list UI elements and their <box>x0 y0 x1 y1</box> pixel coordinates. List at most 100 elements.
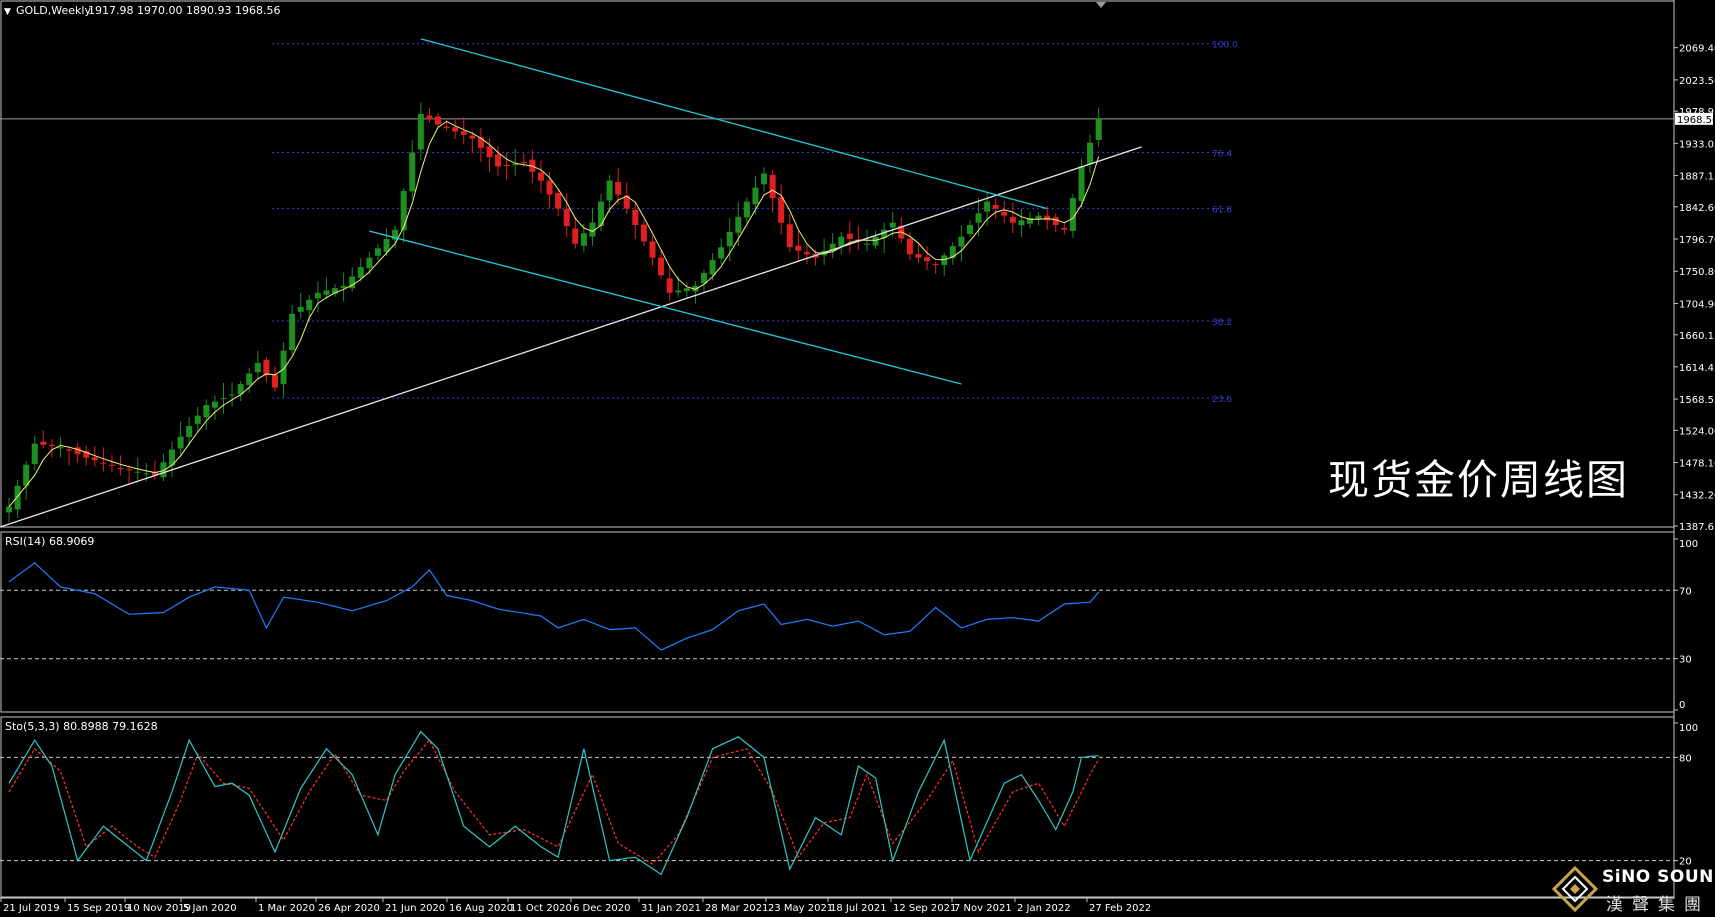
candle-body <box>572 228 579 244</box>
time-tick-label: 12 Sep 2021 <box>893 903 956 914</box>
candle-body <box>6 506 12 513</box>
candle-body <box>134 471 141 473</box>
price-tick-label: 1842.60 <box>1679 203 1715 214</box>
candle-body <box>23 464 30 486</box>
rsi-panel[interactable] <box>0 531 1675 713</box>
stoch-layer <box>0 730 1674 876</box>
candle-body <box>297 306 304 312</box>
candle-body <box>340 285 347 288</box>
candle-body <box>692 285 699 292</box>
rsi-line <box>8 562 1100 651</box>
candle-body <box>1027 217 1034 224</box>
oscillator-tick-label: 30 <box>1679 655 1692 666</box>
candle-body <box>1087 142 1094 165</box>
candle-body <box>83 450 90 458</box>
candle-body <box>838 236 845 247</box>
candle-body <box>108 464 115 466</box>
candle-body <box>803 251 810 255</box>
candle-body <box>186 426 193 438</box>
candle-body <box>786 224 793 248</box>
diamond-logo-icon <box>1552 866 1598 912</box>
moving-average-line <box>8 120 1100 508</box>
candle-body <box>658 257 665 276</box>
candle-body <box>443 126 450 128</box>
candle-body <box>314 292 321 299</box>
candle-body <box>220 398 227 400</box>
candle-body <box>143 473 150 475</box>
time-tick-label: 11 Oct 2020 <box>510 903 572 914</box>
rsi-header: RSI(14) 68.9069 <box>5 535 94 548</box>
candle-body <box>864 243 870 245</box>
channel-upper-line <box>420 38 1048 210</box>
price-tick-label: 1478.10 <box>1679 459 1715 470</box>
oscillator-tick-label: 80 <box>1679 753 1692 764</box>
candle-body <box>332 288 339 294</box>
brand-name-en: SiNO SOUND <box>1602 867 1715 887</box>
candle-body <box>795 245 802 251</box>
candle-body <box>743 201 750 218</box>
fibo-level-label: 61.8 <box>1212 206 1232 216</box>
candle-body <box>718 247 725 259</box>
current-price-tag-label: 1968.56 <box>1677 115 1715 126</box>
candle-body <box>495 154 502 167</box>
candle-body <box>958 236 965 247</box>
candle-body <box>229 394 236 396</box>
stoch-signal-line <box>8 739 1100 865</box>
collapse-arrow-icon[interactable]: ▼ <box>4 7 11 17</box>
candle-body <box>211 401 218 408</box>
candle-body <box>366 257 373 269</box>
price-tick-label: 1432.20 <box>1679 491 1715 502</box>
time-tick-label: 1 Mar 2020 <box>258 903 315 914</box>
candle-body <box>426 115 433 120</box>
candle-body <box>966 224 973 235</box>
candle-body <box>666 278 673 293</box>
oscillator-tick-label: 20 <box>1679 857 1692 868</box>
candle-body <box>271 374 278 388</box>
candle-body <box>1078 166 1085 201</box>
candle-body <box>623 195 630 209</box>
candle-body <box>881 229 888 238</box>
price-tick-label: 1704.90 <box>1679 299 1715 310</box>
time-tick-label: 31 Jan 2021 <box>641 903 701 914</box>
current-price-tag <box>1675 112 1713 125</box>
candle-body <box>486 146 493 158</box>
price-tick-label: 1933.05 <box>1679 139 1715 150</box>
candle-body <box>1052 217 1059 225</box>
candle-body <box>14 485 21 510</box>
candle-body <box>409 152 416 192</box>
oscillator-tick-label: 0 <box>1679 700 1685 711</box>
candle-body <box>761 173 768 185</box>
candle-body <box>100 462 107 464</box>
candle-body <box>357 267 364 278</box>
candle-body <box>1009 217 1016 223</box>
candle-body <box>400 191 407 231</box>
price-tick-label: 1978.95 <box>1679 107 1715 118</box>
oscillator-tick-label: 100 <box>1679 723 1698 734</box>
time-tick-label: 7 Nov 2021 <box>954 903 1012 914</box>
candle-body <box>280 350 287 385</box>
time-tick-label: 2 Jan 2022 <box>1017 903 1071 914</box>
price-tick-label: 1887.15 <box>1679 172 1715 183</box>
candle-body <box>537 172 544 181</box>
stoch-panel[interactable] <box>0 716 1675 898</box>
time-tick-label: 15 Sep 2019 <box>67 903 130 914</box>
candle-body <box>992 204 999 209</box>
candle-body <box>66 449 73 451</box>
candle-body <box>1069 198 1076 231</box>
price-layer: 100.0 76.4 61.8 38.2 23.6 <box>0 38 1674 528</box>
candle-body <box>640 224 647 242</box>
candle-body <box>512 164 519 166</box>
stoch-main-line <box>8 730 1099 876</box>
price-tick-label: 1660.15 <box>1679 331 1715 342</box>
price-tick-label: 2069.40 <box>1679 44 1715 55</box>
candle-body <box>615 181 622 195</box>
candle-body <box>117 468 124 470</box>
candle-body <box>246 373 253 386</box>
candle-body <box>263 359 270 376</box>
shift-marker-icon[interactable] <box>1096 2 1106 8</box>
candle-body <box>932 264 939 266</box>
candle-body <box>74 447 81 455</box>
candle-body <box>1044 215 1051 221</box>
candle-body <box>520 161 527 164</box>
